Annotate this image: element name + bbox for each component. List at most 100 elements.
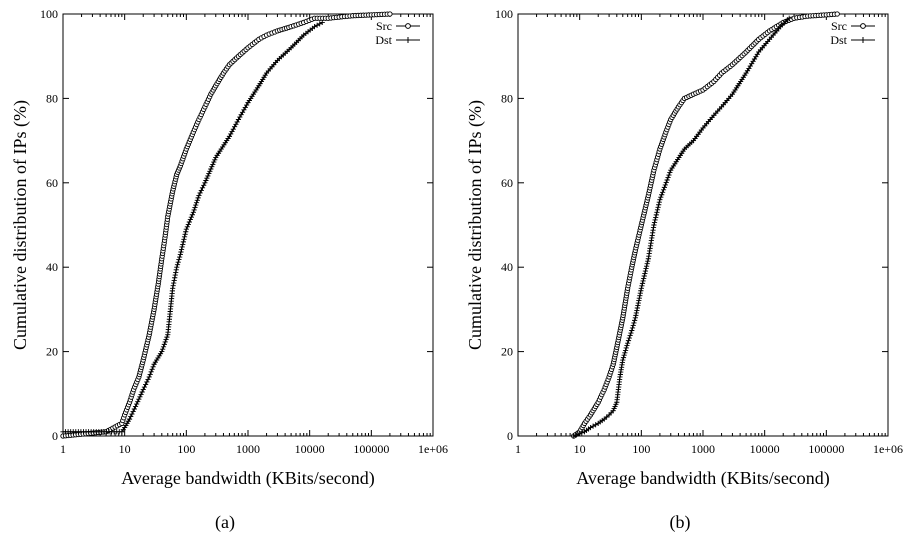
data-point-dst [183,229,189,235]
data-point-dst [197,190,203,196]
data-point-dst [228,131,234,137]
data-point-dst [636,295,642,301]
data-point-dst [634,305,640,311]
data-point-dst [181,234,188,240]
legend-label-src: Src [831,19,847,33]
data-point-dst [199,185,206,191]
data-point-dst [231,124,238,130]
data-point-dst [185,221,191,227]
data-point-dst [656,199,662,205]
data-point-dst [657,197,663,203]
x-tick-label: 1000 [691,442,715,456]
legend-label-src: Src [376,19,392,33]
data-point-dst [162,339,168,345]
data-point-dst [174,264,180,270]
panel-label: (b) [670,512,691,533]
panel-label: (a) [215,512,235,533]
data-point-dst [132,403,139,410]
y-axis-label: Cumulative distribution of IPs (%) [465,100,486,350]
data-point-dst [632,317,638,323]
data-point-dst [635,300,641,306]
data-point-dst [633,310,639,316]
data-point-dst [170,285,176,291]
data-point-dst [654,207,661,213]
data-point-dst [632,315,638,321]
y-tick-label: 40 [46,260,58,274]
x-tick-label: 100000 [353,442,389,456]
data-point-dst [633,312,639,318]
data-point-dst [160,344,167,350]
data-point-dst [631,320,637,326]
y-tick-label: 60 [46,176,58,190]
data-point-dst [660,187,667,193]
y-tick-label: 40 [501,260,513,274]
series-line-dst [63,22,323,433]
data-point-dst [640,278,646,284]
data-point-dst [638,288,644,294]
legend-marker-dst [405,37,411,43]
data-point-dst [237,114,243,120]
data-point-dst [160,346,166,352]
data-point-dst [643,266,649,272]
data-point-dst [137,394,143,400]
series-layer [571,11,840,439]
data-point-dst [183,226,189,232]
data-point-dst [660,189,666,195]
plot-frame [517,13,889,437]
data-point-dst [144,379,150,385]
data-point-dst [174,262,181,268]
data-point-dst [182,231,188,237]
data-point-dst [187,216,193,223]
data-point-dst [161,341,167,347]
data-point-dst [146,374,152,380]
data-point-dst [134,401,140,407]
data-point-dst [637,290,643,296]
x-ticks: 1 10 100 1000 10000 100000 1e+06 [60,14,448,456]
data-point-dst [624,342,630,349]
y-tick-label: 0 [507,429,513,443]
data-point-dst [138,391,144,397]
x-tick-label: 100000 [808,442,844,456]
data-point-dst [644,263,650,269]
legend-marker-dst [860,37,866,43]
data-point-dst [202,180,208,186]
y-ticks: 0 20 40 60 80 100 [495,7,888,443]
data-point-dst [645,258,651,264]
x-tick-label: 1000 [236,442,260,456]
x-tick-label: 1 [515,442,521,456]
data-point-dst [191,207,197,213]
data-point-dst [663,179,669,186]
data-point-dst [658,194,664,200]
data-point-dst [171,280,177,286]
data-point-dst [150,364,156,370]
data-point-dst [234,119,240,125]
y-tick-label: 100 [40,7,58,21]
data-point-dst [319,19,325,26]
data-point-dst [576,431,582,437]
x-axis-label: Average bandwidth (KBits/second) [576,468,830,489]
data-point-dst [622,347,629,353]
data-point-dst [629,325,636,331]
data-point-dst [173,269,179,276]
data-point-dst [629,327,635,334]
legend-marker-src [860,23,866,29]
data-point-dst [652,217,658,223]
data-point-dst [654,209,660,215]
data-point-dst [637,293,643,299]
data-point-dst [128,413,134,420]
data-point-dst [573,432,580,438]
data-point-dst [184,224,190,230]
data-point-dst [622,350,628,356]
data-point-dst [209,164,215,170]
data-point-dst [244,102,250,108]
x-axis-label: Average bandwidth (KBits/second) [121,468,375,489]
data-point-dst [195,195,201,201]
data-point-dst [186,219,192,225]
data-point-dst [659,192,665,198]
y-tick-label: 60 [501,176,513,190]
data-point-dst [159,349,165,355]
data-point-src [387,11,393,17]
data-point-dst [136,396,142,402]
data-point-dst [207,168,213,174]
data-point-dst [188,214,194,220]
